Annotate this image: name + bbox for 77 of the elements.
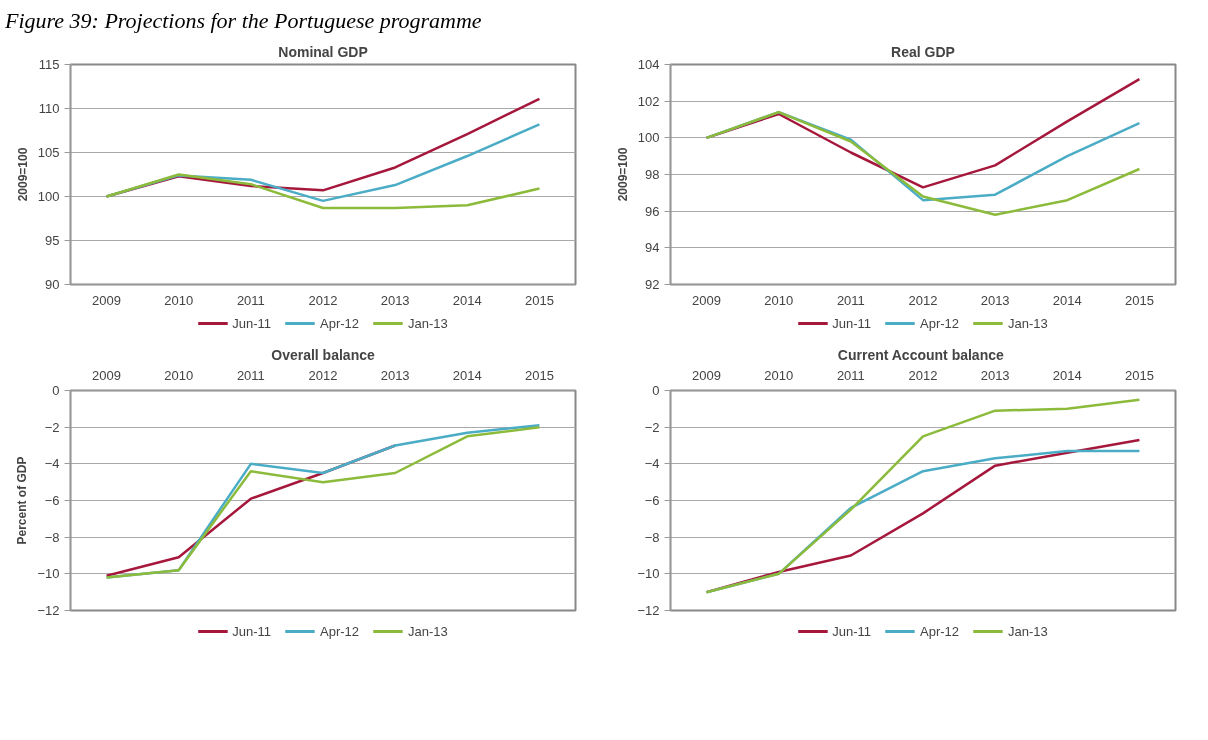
legend-label: Apr-12 xyxy=(320,315,360,331)
chart-title: Current Account balance xyxy=(837,346,1004,363)
y-tick-label: −4 xyxy=(644,456,660,472)
x-tick-label: 2014 xyxy=(1052,367,1082,383)
x-tick-label: 2014 xyxy=(452,292,482,308)
x-tick-label: 2009 xyxy=(92,292,122,308)
x-tick-label: 2015 xyxy=(1124,292,1154,308)
x-tick-label: 2013 xyxy=(980,367,1010,383)
y-tick-label: 0 xyxy=(52,383,60,398)
y-axis-title: 2009=100 xyxy=(15,147,30,202)
x-tick-label: 2015 xyxy=(524,367,554,383)
y-tick-label: 100 xyxy=(37,189,60,204)
y-tick-label: 90 xyxy=(45,277,60,292)
x-tick-label: 2010 xyxy=(764,367,794,383)
chart-title: Real GDP xyxy=(891,43,955,60)
y-tick-label: −6 xyxy=(644,493,660,508)
y-axis-title: 2009=100 xyxy=(615,147,630,202)
y-tick-label: −12 xyxy=(637,603,660,618)
x-tick-label: 2010 xyxy=(764,292,794,308)
x-tick-label: 2015 xyxy=(1124,367,1154,383)
x-tick-label: 2009 xyxy=(692,292,722,308)
caption: Figure 39: Projections for the Portuguese programme xyxy=(5,7,482,35)
legend-label: Jun-11 xyxy=(232,315,272,331)
x-tick-label: 2012 xyxy=(908,292,938,308)
y-tick-label: 94 xyxy=(645,240,660,256)
x-tick-label: 2011 xyxy=(236,367,265,383)
y-tick-label: −12 xyxy=(37,603,60,618)
y-tick-label: 0 xyxy=(652,383,660,398)
y-tick-label: 100 xyxy=(637,130,660,146)
y-tick-label: 92 xyxy=(645,277,660,292)
legend-label: Jan-13 xyxy=(408,315,448,331)
y-tick-label: −2 xyxy=(44,419,60,435)
y-tick-label: −4 xyxy=(44,456,60,472)
x-tick-label: 2009 xyxy=(692,367,722,383)
x-tick-label: 2010 xyxy=(164,292,194,308)
chart-title: Overall balance xyxy=(271,346,375,363)
x-tick-label: 2014 xyxy=(1052,292,1082,308)
y-tick-label: 104 xyxy=(637,57,660,72)
y-tick-label: 110 xyxy=(38,101,60,116)
y-tick-label: −2 xyxy=(644,419,660,435)
y-tick-label: 95 xyxy=(45,233,60,248)
line-series xyxy=(705,398,1141,594)
y-tick-label: 105 xyxy=(37,145,60,160)
y-tick-label: −8 xyxy=(44,529,60,545)
x-tick-label: 2009 xyxy=(92,367,122,383)
x-tick-label: 2013 xyxy=(980,292,1010,308)
legend-label: Apr-12 xyxy=(920,315,960,331)
y-tick-label: −6 xyxy=(44,493,60,508)
x-tick-label: 2011 xyxy=(836,292,865,308)
legend-label: Jun-11 xyxy=(832,623,872,639)
y-tick-label: 98 xyxy=(645,167,660,182)
y-tick-label: −8 xyxy=(644,529,660,545)
x-tick-label: 2013 xyxy=(380,292,410,308)
x-tick-label: 2010 xyxy=(164,367,194,383)
x-tick-label: 2013 xyxy=(380,367,410,383)
legend-label: Jan-13 xyxy=(408,623,448,639)
x-tick-label: 2012 xyxy=(308,367,338,383)
x-tick-label: 2011 xyxy=(836,367,865,383)
x-tick-label: 2012 xyxy=(308,292,338,308)
chart-title: Nominal GDP xyxy=(278,43,368,60)
x-tick-label: 2011 xyxy=(236,292,265,308)
y-tick-label: 96 xyxy=(645,203,660,219)
legend-label: Jun-11 xyxy=(232,623,272,639)
legend-label: Jan-13 xyxy=(1008,315,1048,331)
line-series xyxy=(105,173,541,210)
legend-label: Jun-11 xyxy=(832,315,872,331)
y-tick-label: −10 xyxy=(637,566,660,582)
y-tick-label: 102 xyxy=(637,93,660,109)
x-tick-label: 2012 xyxy=(908,367,938,383)
legend-label: Apr-12 xyxy=(320,623,360,639)
legend-label: Jan-13 xyxy=(1008,623,1048,639)
y-tick-label: −10 xyxy=(37,566,60,582)
y-tick-label: 115 xyxy=(38,57,60,72)
x-tick-label: 2015 xyxy=(524,292,554,308)
legend-label: Apr-12 xyxy=(920,623,960,639)
x-tick-label: 2014 xyxy=(452,367,482,383)
y-axis-title: Percent of GDP xyxy=(15,456,30,545)
